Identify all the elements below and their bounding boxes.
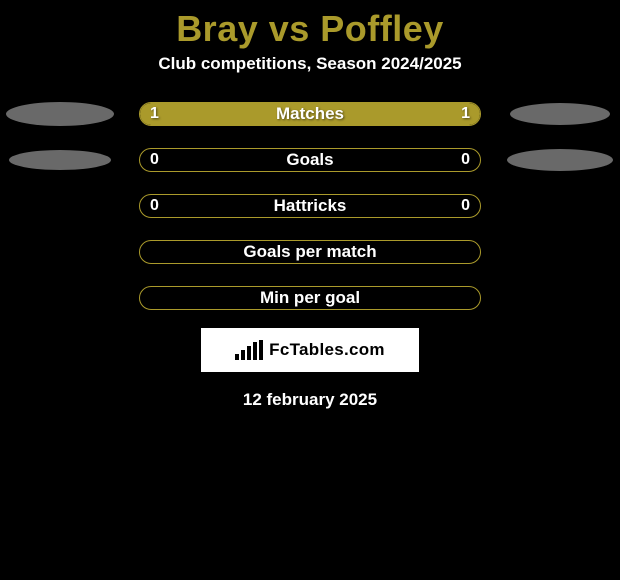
page-title: Bray vs Poffley bbox=[0, 0, 620, 54]
stat-bar: Hattricks00 bbox=[139, 194, 481, 218]
oval-right bbox=[507, 149, 613, 171]
stat-bar: Min per goal bbox=[139, 286, 481, 310]
stat-bar: Matches11 bbox=[139, 102, 481, 126]
oval-left bbox=[6, 102, 114, 126]
stats-container: Matches11 Goals00 Hattricks00 Goals per mat… bbox=[0, 102, 620, 310]
watermark-text: FcTables.com bbox=[269, 340, 385, 360]
oval-right bbox=[510, 103, 610, 125]
subtitle: Club competitions, Season 2024/2025 bbox=[0, 54, 620, 74]
stat-row: Goals per match bbox=[0, 240, 620, 264]
stat-row: Goals00 bbox=[0, 148, 620, 172]
watermark: FcTables.com bbox=[201, 328, 419, 372]
bar-fill-right bbox=[310, 103, 480, 125]
bar-fill-left bbox=[140, 103, 310, 125]
stat-row: Min per goal bbox=[0, 286, 620, 310]
footer-date: 12 february 2025 bbox=[0, 390, 620, 410]
stat-row: Hattricks00 bbox=[0, 194, 620, 218]
bars-icon bbox=[235, 340, 263, 360]
stat-row: Matches11 bbox=[0, 102, 620, 126]
oval-left bbox=[9, 150, 111, 170]
stat-bar: Goals00 bbox=[139, 148, 481, 172]
stat-bar: Goals per match bbox=[139, 240, 481, 264]
